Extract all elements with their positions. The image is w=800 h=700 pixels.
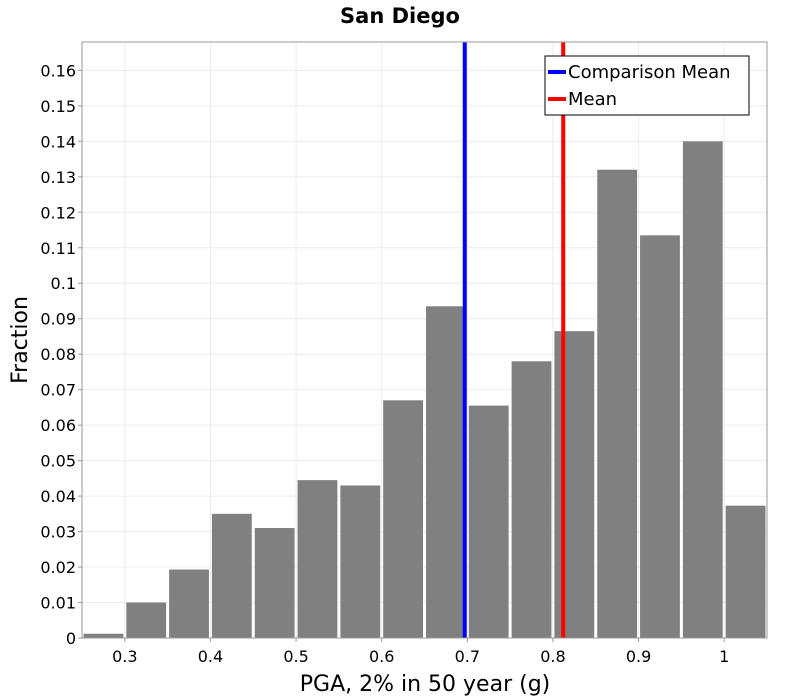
x-tick-label: 0.3 xyxy=(112,647,137,666)
grid-lines xyxy=(82,42,767,639)
histogram-bar xyxy=(297,480,338,638)
legend-label-comparison-mean: Comparison Mean xyxy=(568,62,731,83)
x-axis-title: PGA, 2% in 50 year (g) xyxy=(300,672,551,697)
histogram-bar xyxy=(682,141,723,639)
histogram-bar xyxy=(126,602,167,638)
histogram-bar xyxy=(169,569,209,638)
histogram-bar xyxy=(511,361,552,638)
y-tick-label: 0.15 xyxy=(40,97,76,116)
y-tick-label: 0.16 xyxy=(40,61,76,80)
y-tick-label: 0.1 xyxy=(51,274,76,293)
y-tick-label: 0.02 xyxy=(40,558,76,577)
y-tick-label: 0.01 xyxy=(40,594,76,613)
y-tick-label: 0.07 xyxy=(40,381,76,400)
legend-box xyxy=(544,55,750,116)
histogram-bar xyxy=(597,169,638,638)
plot-frame xyxy=(81,41,768,639)
histogram-bar xyxy=(640,235,680,638)
y-tick-label: 0.03 xyxy=(40,523,76,542)
x-tick-label: 0.8 xyxy=(540,647,565,666)
y-tick-label: 0.05 xyxy=(40,452,76,471)
y-axis-title: Fraction xyxy=(8,296,33,384)
mean-lines xyxy=(462,42,566,638)
histogram-bar xyxy=(83,633,124,638)
histogram-bar xyxy=(426,306,466,638)
chart-title: San Diego xyxy=(340,4,460,28)
x-tick-label: 0.7 xyxy=(455,647,480,666)
x-tick-label: 0.9 xyxy=(626,647,651,666)
histogram-bar xyxy=(340,485,381,638)
histogram-bar xyxy=(554,331,595,638)
y-tick-label: 0.04 xyxy=(40,487,76,506)
histogram-bar xyxy=(468,405,509,638)
y-tick-label: 0.08 xyxy=(40,345,76,364)
histogram-bar xyxy=(383,400,423,638)
histogram-bar xyxy=(725,505,766,638)
y-tick-label: 0.09 xyxy=(40,310,76,329)
histogram-bar xyxy=(254,528,295,638)
x-tick-label: 0.4 xyxy=(198,647,223,666)
legend: Comparison Mean Mean xyxy=(544,55,750,116)
y-tick-label: 0.14 xyxy=(40,132,76,151)
histogram-bars xyxy=(83,141,766,639)
y-tick-label: 0 xyxy=(66,629,76,648)
y-axis-ticks: 0 0.01 0.02 0.03 0.04 0.05 0.06 0.07 0.08 0.09 0.1… xyxy=(40,61,82,648)
x-tick-label: 0.5 xyxy=(283,647,308,666)
y-tick-label: 0.11 xyxy=(40,239,76,258)
x-axis-ticks: 0.3 0.4 0.5 0.6 0.7 0.8 0.9 1 xyxy=(112,638,729,666)
x-tick-label: 0.6 xyxy=(369,647,394,666)
legend-label-mean: Mean xyxy=(568,89,617,110)
x-tick-label: 1 xyxy=(719,647,729,666)
y-tick-label: 0.13 xyxy=(40,168,76,187)
y-tick-label: 0.12 xyxy=(40,203,76,222)
histogram-bar xyxy=(211,513,252,638)
y-tick-label: 0.06 xyxy=(40,416,76,435)
